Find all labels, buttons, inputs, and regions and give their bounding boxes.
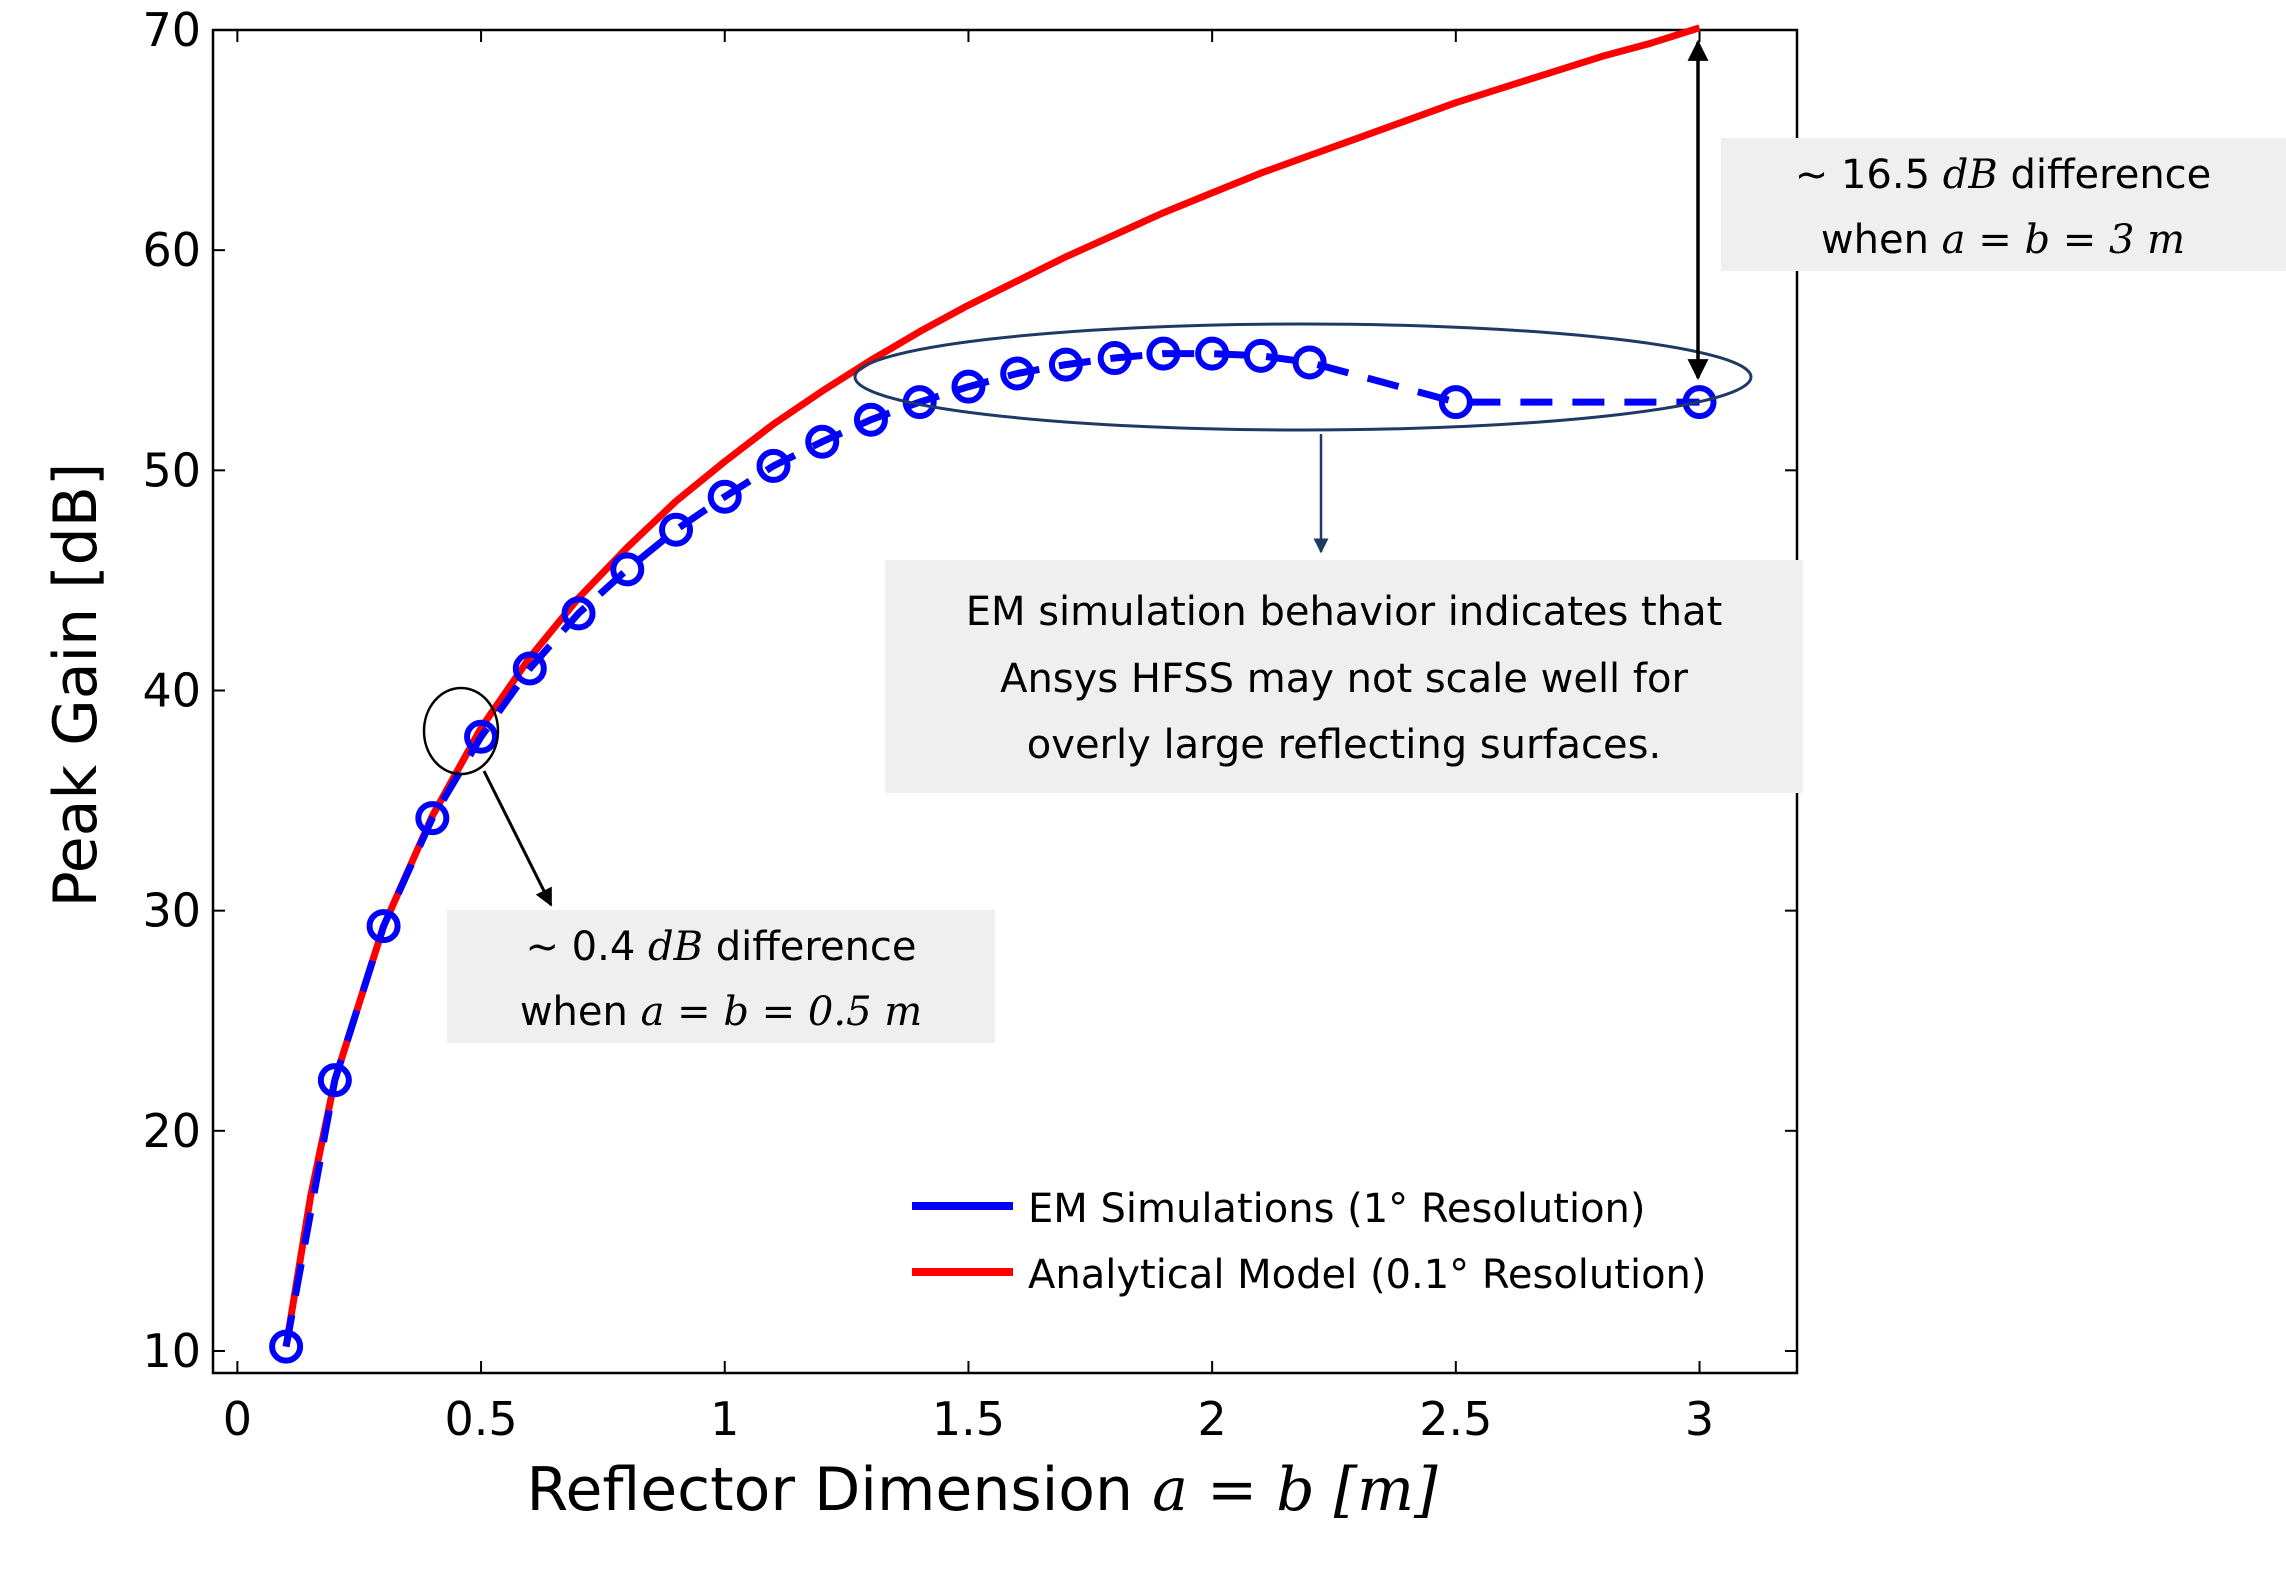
em-point: [659, 512, 694, 547]
em-point: [512, 651, 547, 686]
em-point: [610, 552, 645, 587]
x-tick-label: 0: [223, 1392, 252, 1446]
em-point: [853, 402, 888, 437]
series-layer: [269, 24, 1717, 1364]
em-point: [1048, 347, 1083, 382]
em-point: [707, 479, 742, 514]
x-tick-label: 0.5: [444, 1392, 517, 1446]
behavior-note-line3: overly large reflecting surfaces.: [1027, 722, 1661, 768]
behavior-note-line1: EM simulation behavior indicates that: [966, 589, 1723, 635]
x-tick-label: 3: [1685, 1392, 1714, 1446]
em-point: [317, 1063, 352, 1098]
y-tick-label: 40: [142, 663, 201, 717]
legend-label-em: EM Simulations (1° Resolution): [1028, 1186, 1646, 1232]
small-diff-line1: ~ 0.4 dB difference: [525, 924, 916, 970]
em-point: [805, 424, 840, 459]
annotation-layer: ~ 16.5 dB difference when a = b = 3 m EM…: [422, 39, 2286, 1043]
y-tick-label: 30: [142, 884, 201, 938]
em-point: [756, 448, 791, 483]
em-point: [1292, 345, 1327, 380]
legend: EM Simulations (1° Resolution) Analytica…: [912, 1186, 1707, 1298]
em-point: [415, 801, 450, 836]
plateau-ellipse: [853, 322, 1753, 432]
em-point: [1146, 336, 1181, 371]
y-tick-label: 10: [142, 1324, 201, 1378]
em-point: [464, 719, 499, 754]
half-meter-ellipse: [422, 686, 500, 776]
small-diff-box: [447, 910, 995, 1043]
large-diff-line1: ~ 16.5 dB difference: [1795, 152, 2212, 198]
large-diff-line2: when a = b = 3 m: [1821, 217, 2185, 263]
y-tick-label: 70: [142, 3, 201, 57]
em-point: [1195, 336, 1230, 371]
series-line-analytical: [282, 24, 1701, 1348]
em-point: [561, 596, 596, 631]
large-diff-box: [1721, 138, 2286, 271]
y-tick-label: 50: [142, 443, 201, 497]
legend-label-analytical: Analytical Model (0.1° Resolution): [1028, 1252, 1707, 1298]
y-tick-label: 60: [142, 223, 201, 277]
x-tick-label: 2: [1197, 1392, 1226, 1446]
em-point: [269, 1329, 304, 1364]
em-point: [1243, 338, 1278, 373]
em-point: [1682, 385, 1717, 420]
em-point: [366, 909, 401, 944]
em-point: [1438, 385, 1473, 420]
y-tick-label: 20: [142, 1104, 201, 1158]
x-tick-label: 1: [710, 1392, 739, 1446]
x-axis-title: Reflector Dimension a = b [m]: [527, 1455, 1439, 1525]
em-point: [951, 369, 986, 404]
em-point: [1000, 356, 1035, 391]
ticks: 0 0.5 1 1.5 2 2.5 3 10 20 30 40 50 60 70: [142, 3, 1797, 1446]
small-diff-arrow: [482, 770, 553, 907]
behavior-note-line2: Ansys HFSS may not scale well for: [1000, 656, 1688, 702]
y-axis-title: Peak Gain [dB]: [41, 463, 111, 908]
em-point: [1097, 341, 1132, 376]
x-tick-label: 2.5: [1419, 1392, 1492, 1446]
small-diff-line2: when a = b = 0.5 m: [520, 989, 922, 1035]
behavior-note-box: [885, 560, 1803, 793]
x-tick-label: 1.5: [932, 1392, 1005, 1446]
